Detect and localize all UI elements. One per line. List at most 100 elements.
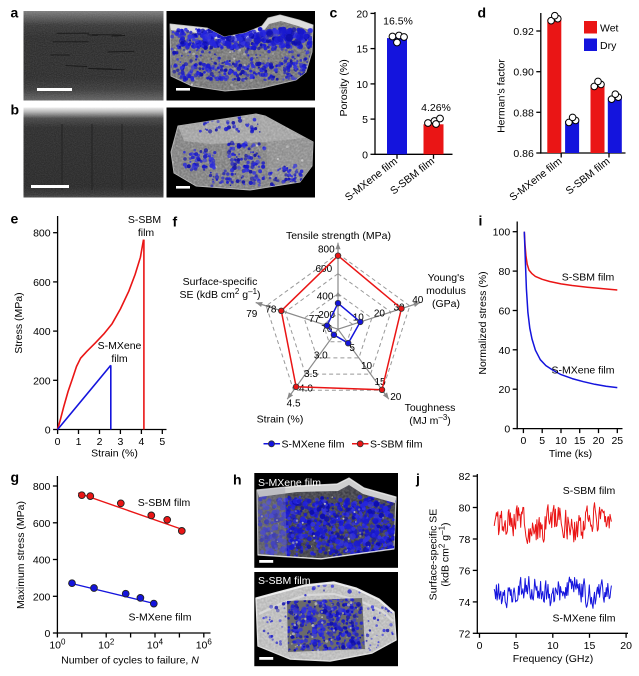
svg-text:16.5%: 16.5% <box>383 16 413 28</box>
svg-text:400: 400 <box>33 555 51 567</box>
svg-text:film: film <box>111 353 128 365</box>
svg-text:Strain (%): Strain (%) <box>257 414 304 426</box>
svg-text:400: 400 <box>317 292 334 303</box>
svg-text:60: 60 <box>499 306 511 318</box>
svg-text:S-MXene: S-MXene <box>98 340 142 352</box>
svg-text:S-MXene film: S-MXene film <box>282 439 345 451</box>
svg-text:20: 20 <box>374 308 386 319</box>
svg-text:4.5: 4.5 <box>287 398 301 409</box>
svg-text:15: 15 <box>356 44 368 56</box>
svg-text:72: 72 <box>459 628 471 640</box>
svg-text:10: 10 <box>356 79 368 91</box>
svg-text:5: 5 <box>362 114 368 126</box>
svg-text:S-SBM film: S-SBM film <box>563 485 616 497</box>
svg-text:10: 10 <box>361 361 373 372</box>
svg-text:79: 79 <box>246 309 258 320</box>
svg-text:3.5: 3.5 <box>304 369 318 380</box>
svg-text:40: 40 <box>412 295 424 306</box>
svg-text:0.92: 0.92 <box>513 26 534 38</box>
svg-text:S-SBM film: S-SBM film <box>258 575 311 587</box>
svg-text:5: 5 <box>513 640 519 652</box>
svg-text:0.86: 0.86 <box>513 148 534 160</box>
svg-text:200: 200 <box>33 591 51 603</box>
svg-text:78: 78 <box>459 534 471 546</box>
svg-text:film: film <box>138 227 155 239</box>
svg-text:Herman's factor: Herman's factor <box>495 59 507 133</box>
svg-text:5: 5 <box>539 435 545 447</box>
svg-text:100: 100 <box>493 227 511 239</box>
svg-text:76: 76 <box>459 565 471 577</box>
svg-text:Number of cycles to failure, N: Number of cycles to failure, N <box>61 655 199 667</box>
svg-text:h: h <box>233 472 242 488</box>
svg-text:1: 1 <box>76 436 82 448</box>
svg-text:600: 600 <box>33 518 51 530</box>
svg-text:600: 600 <box>33 277 51 289</box>
svg-text:Dry: Dry <box>600 40 617 52</box>
svg-text:15: 15 <box>584 640 596 652</box>
svg-text:20: 20 <box>620 640 632 652</box>
svg-text:10: 10 <box>547 640 559 652</box>
svg-text:e: e <box>11 210 19 226</box>
svg-text:78: 78 <box>265 305 277 316</box>
svg-text:2: 2 <box>97 436 103 448</box>
svg-text:3: 3 <box>117 436 123 448</box>
svg-text:Time (ks): Time (ks) <box>549 448 592 460</box>
svg-text:0: 0 <box>45 425 51 437</box>
svg-text:400: 400 <box>33 326 51 338</box>
svg-text:80: 80 <box>499 266 511 278</box>
svg-text:0: 0 <box>477 640 483 652</box>
svg-text:20: 20 <box>390 392 402 403</box>
svg-text:Stress (MPa): Stress (MPa) <box>13 292 25 353</box>
svg-text:Porosity (%): Porosity (%) <box>338 59 350 116</box>
svg-text:80: 80 <box>459 503 471 515</box>
svg-text:Toughness: Toughness <box>405 402 456 414</box>
svg-text:S-SBM film: S-SBM film <box>138 497 191 509</box>
svg-text:800: 800 <box>33 481 51 493</box>
svg-text:0.90: 0.90 <box>513 67 534 79</box>
svg-text:200: 200 <box>33 375 51 387</box>
svg-text:4.26%: 4.26% <box>421 102 451 114</box>
svg-text:800: 800 <box>318 244 335 255</box>
svg-text:g: g <box>11 469 20 485</box>
svg-text:Surface-specific SE: Surface-specific SE <box>428 509 440 601</box>
svg-text:b: b <box>11 102 20 118</box>
svg-text:Surface-specific: Surface-specific <box>183 276 258 288</box>
svg-text:S-MXene film: S-MXene film <box>551 365 614 377</box>
svg-text:S-MXene film: S-MXene film <box>128 612 191 624</box>
svg-text:Young's: Young's <box>428 272 465 284</box>
svg-text:S-SBM film: S-SBM film <box>370 439 423 451</box>
svg-text:j: j <box>415 471 420 487</box>
svg-text:c: c <box>330 4 338 20</box>
svg-text:0: 0 <box>520 435 526 447</box>
svg-text:0: 0 <box>45 628 51 640</box>
svg-text:Tensile strength (MPa): Tensile strength (MPa) <box>286 230 391 242</box>
svg-text:4: 4 <box>138 436 144 448</box>
svg-text:25: 25 <box>611 435 623 447</box>
svg-text:Normalized stress (%): Normalized stress (%) <box>477 271 489 374</box>
svg-text:S-MXene film: S-MXene film <box>552 613 615 625</box>
svg-text:74: 74 <box>459 597 471 609</box>
svg-text:0: 0 <box>504 424 510 436</box>
svg-text:S-MXene film: S-MXene film <box>258 477 321 489</box>
svg-text:40: 40 <box>499 345 511 357</box>
svg-text:0: 0 <box>362 149 368 161</box>
svg-text:82: 82 <box>459 471 471 483</box>
svg-text:0.88: 0.88 <box>513 107 534 119</box>
svg-text:20: 20 <box>499 384 511 396</box>
svg-text:S-SBM: S-SBM <box>128 214 161 226</box>
svg-text:800: 800 <box>33 228 51 240</box>
svg-text:3.0: 3.0 <box>314 351 328 362</box>
svg-text:(GPa): (GPa) <box>432 298 460 310</box>
svg-text:S-SBM film: S-SBM film <box>562 272 615 284</box>
svg-text:20: 20 <box>356 8 368 20</box>
svg-text:4.0: 4.0 <box>299 384 313 395</box>
svg-text:d: d <box>478 4 487 20</box>
svg-text:Maximum stress (MPa): Maximum stress (MPa) <box>15 501 27 609</box>
svg-text:Frequency (GHz): Frequency (GHz) <box>513 653 594 665</box>
svg-text:f: f <box>173 214 178 230</box>
svg-text:Wet: Wet <box>600 23 619 35</box>
svg-text:20: 20 <box>593 435 605 447</box>
svg-text:77: 77 <box>309 314 321 325</box>
svg-text:Strain (%): Strain (%) <box>91 448 138 460</box>
svg-text:10: 10 <box>555 435 567 447</box>
